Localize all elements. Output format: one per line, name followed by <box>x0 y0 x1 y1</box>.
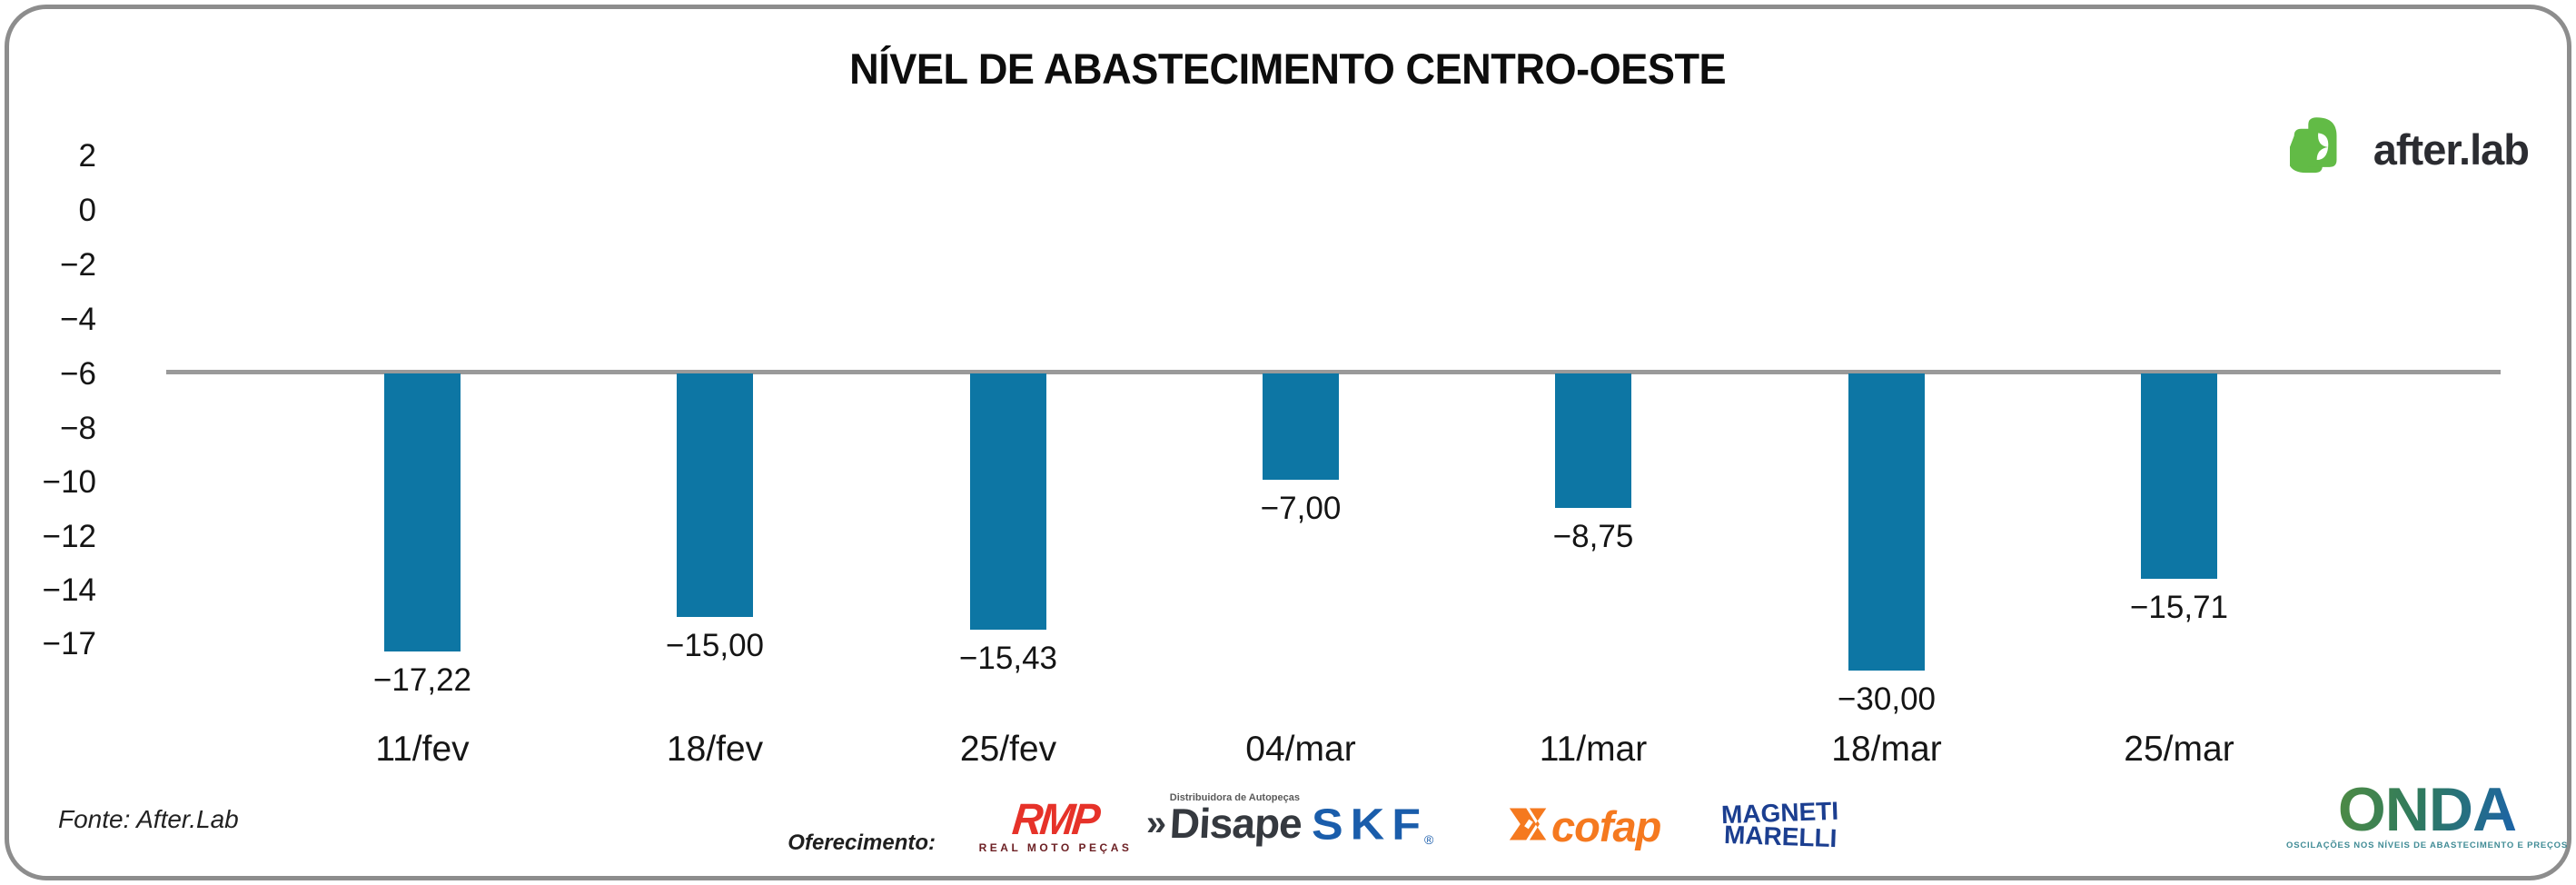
skf-logo: SKF ® <box>1312 803 1484 847</box>
onda-tagline: OSCILAÇÕES NOS NÍVEIS DE ABASTECIMENTO E… <box>2286 840 2568 850</box>
chart-title: NÍVEL DE ABASTECIMENTO CENTRO-OESTE <box>849 45 1727 93</box>
bar <box>677 373 753 617</box>
skf-registered-mark: ® <box>1424 832 1434 847</box>
x-axis-category-label: 11/mar <box>1539 730 1648 769</box>
bar-value-label: −15,43 <box>958 641 1058 676</box>
rmp-wordmark: RMP <box>1010 793 1101 844</box>
cofap-logo: cofap <box>1508 803 1699 850</box>
y-axis-tick-label: −17 <box>42 626 96 661</box>
bar-value-label: −30,00 <box>1837 681 1937 717</box>
bar-value-label: −17,22 <box>372 662 472 698</box>
cofap-x-icon <box>1508 803 1550 850</box>
bar-value-label: −7,00 <box>1260 491 1342 526</box>
bar <box>2141 373 2217 579</box>
x-axis-category-label: 25/fev <box>959 730 1057 769</box>
bar <box>1263 373 1339 480</box>
x-axis-category-label: 04/mar <box>1245 730 1356 769</box>
sponsor-label: Oferecimento: <box>788 830 936 855</box>
afterlab-leaf-icon <box>2286 114 2361 184</box>
bar <box>384 373 461 651</box>
y-axis-tick-label: −2 <box>60 247 96 283</box>
bar-value-label: −15,00 <box>665 628 765 663</box>
y-axis-tick-label: −6 <box>60 356 96 392</box>
rmp-logo: RMP REAL MOTO PEÇAS <box>979 793 1129 854</box>
disape-tagline: Distribuidora de Autopeças <box>1169 792 1300 803</box>
x-axis-category-label: 18/mar <box>1831 730 1942 769</box>
bar-value-label: −15,71 <box>2129 590 2229 625</box>
y-axis-tick-label: −14 <box>42 572 96 608</box>
y-axis-tick-label: 0 <box>78 193 96 228</box>
axis-baseline <box>166 370 2501 374</box>
magneti-marelli-logo: MAGNETI MARELLI <box>1717 797 1844 853</box>
rmp-tagline: REAL MOTO PEÇAS <box>978 841 1133 854</box>
disape-wordmark: Disape <box>1168 800 1303 847</box>
afterlab-logo: after.lab <box>2286 114 2530 184</box>
y-axis-tick-label: −10 <box>42 464 96 500</box>
x-axis-category-label: 18/fev <box>666 730 764 769</box>
y-axis-tick-label: −4 <box>60 302 96 337</box>
y-axis-tick-label: −8 <box>60 411 96 446</box>
skf-wordmark: SKF <box>1312 800 1428 850</box>
y-axis-tick-label: −12 <box>42 519 96 554</box>
cofap-wordmark: cofap <box>1551 801 1661 850</box>
x-axis-category-label: 25/mar <box>2124 730 2234 769</box>
disape-logo: Distribuidora de Autopeças » Disape <box>1129 792 1303 847</box>
disape-chevrons-icon: » <box>1145 803 1167 843</box>
bar <box>1555 373 1631 508</box>
source-note: Fonte: After.Lab <box>58 805 239 833</box>
onda-wordmark: ONDA <box>2337 775 2517 844</box>
bar <box>970 373 1046 630</box>
onda-logo: ONDA OSCILAÇÕES NOS NÍVEIS DE ABASTECIME… <box>2286 775 2567 850</box>
x-axis-category-label: 11/fev <box>375 730 470 769</box>
afterlab-wordmark: after.lab <box>2373 125 2530 174</box>
bar-value-label: −8,75 <box>1552 519 1634 554</box>
y-axis-tick-label: 2 <box>78 138 96 174</box>
bar <box>1848 373 1925 671</box>
marelli-word: MARELLI <box>1723 820 1838 853</box>
